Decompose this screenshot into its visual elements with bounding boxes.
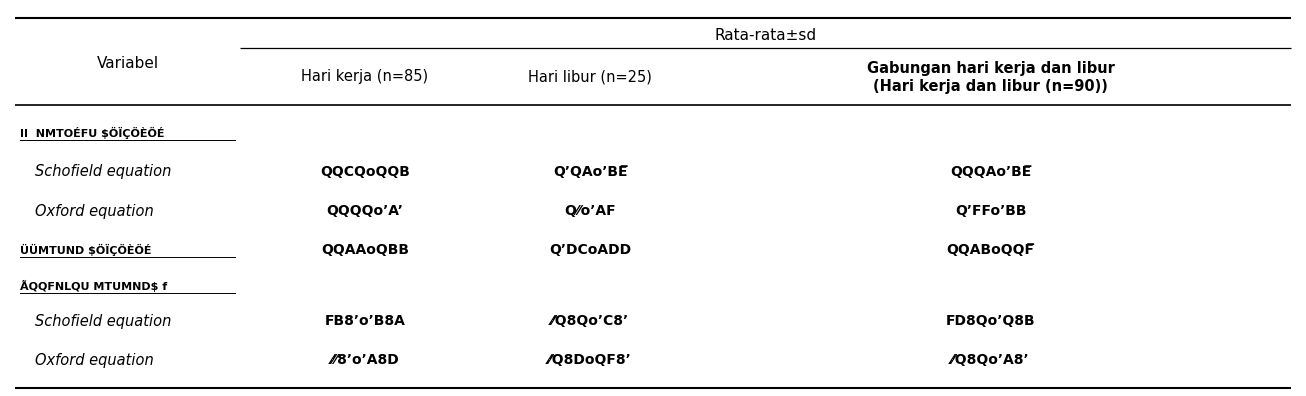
Text: Variabel: Variabel — [97, 56, 158, 71]
Text: FD8Qo’Q8B: FD8Qo’Q8B — [946, 314, 1036, 328]
Text: ⁄⁄⁄8’o’A8D: ⁄⁄⁄8’o’A8D — [330, 353, 400, 367]
Text: FB8’o’B8A: FB8’o’B8A — [325, 314, 405, 328]
Text: ÃQQFNLQU MTUMND$ f: ÃQQFNLQU MTUMND$ f — [20, 280, 167, 292]
Text: ⁄⁄Q8DoQF8’: ⁄⁄Q8DoQF8’ — [549, 353, 632, 367]
Text: Schofield equation: Schofield equation — [35, 164, 171, 179]
Text: Q’QAo’BE̅: Q’QAo’BE̅ — [552, 165, 627, 179]
Text: Schofield equation: Schofield equation — [35, 314, 171, 329]
Text: Q⁄⁄o’AF: Q⁄⁄o’AF — [564, 204, 616, 218]
Text: QQQAo’BE̅: QQQAo’BE̅ — [949, 165, 1032, 179]
Text: Rata-rata±sd: Rata-rata±sd — [714, 29, 816, 44]
Text: QQCQoQQB: QQCQoQQB — [320, 165, 410, 179]
Text: ÜÜMTUND $ÖÏÇÖÈÖÉ: ÜÜMTUND $ÖÏÇÖÈÖÉ — [20, 244, 151, 257]
Text: QQAAoQBB: QQAAoQBB — [321, 244, 409, 257]
Text: II  NMTOÉFU $ÖÏÇÖÈÖÉ: II NMTOÉFU $ÖÏÇÖÈÖÉ — [20, 127, 165, 139]
Text: Oxford equation: Oxford equation — [35, 204, 154, 219]
Text: Q’FFo’BB: Q’FFo’BB — [955, 204, 1027, 218]
Text: ⁄⁄Q8Qo’C8’: ⁄⁄Q8Qo’C8’ — [551, 314, 629, 328]
Text: Oxford equation: Oxford equation — [35, 353, 154, 368]
Text: QQABoQQF̅: QQABoQQF̅ — [947, 244, 1034, 257]
Text: ⁄⁄Q8Qo’A8’: ⁄⁄Q8Qo’A8’ — [951, 353, 1030, 367]
Text: Q’DCoADD: Q’DCoADD — [549, 244, 631, 257]
Text: Hari kerja (n=85): Hari kerja (n=85) — [302, 69, 428, 84]
Text: (Hari kerja dan libur (n=90)): (Hari kerja dan libur (n=90)) — [874, 79, 1107, 94]
Text: Gabungan hari kerja dan libur: Gabungan hari kerja dan libur — [867, 61, 1114, 76]
Text: Hari libur (n=25): Hari libur (n=25) — [528, 69, 652, 84]
Text: QQQQo’A’: QQQQo’A’ — [326, 204, 404, 218]
